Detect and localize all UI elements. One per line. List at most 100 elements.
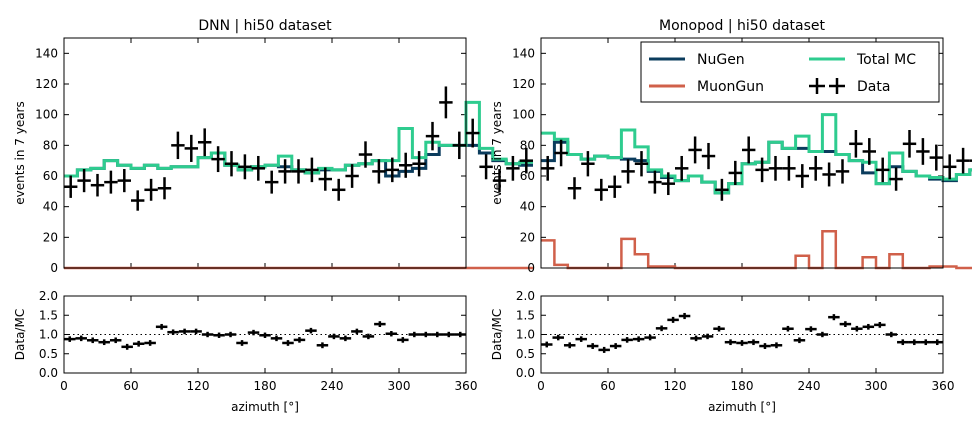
dnn-data-point <box>157 177 172 200</box>
dnn-data-point <box>211 146 225 173</box>
dnn-ratio-point <box>167 329 179 335</box>
monopod-data-point <box>621 159 635 184</box>
legend-entry: NuGen <box>649 52 745 68</box>
dnn-ratio-point <box>305 327 317 334</box>
dnn-ratio-point <box>316 342 329 349</box>
dnn-ratio-panel: Data/MC azimuth [°] 0.0 0.5 1.0 1.5 2.0 0 60 120 1… <box>13 289 477 414</box>
dnn-ratio-ytick-label: 0.0 <box>39 366 58 380</box>
dnn-data-point <box>144 178 158 201</box>
monopod-ratio-point <box>736 340 748 346</box>
monopod-data-point <box>742 136 756 164</box>
dnn-ylabel: events in 7 years <box>13 101 27 204</box>
monopod-data-point <box>581 151 595 177</box>
dnn-ytick-label: 120 <box>35 77 58 91</box>
monopod-ylabel: events in 7 years <box>490 101 504 204</box>
dnn-data-point <box>265 170 279 194</box>
legend-label: Data <box>857 79 890 95</box>
dnn-ytick-label: 80 <box>43 138 58 152</box>
monopod-ratio-ytick-label: 2.0 <box>516 289 535 303</box>
monopod-ytick-label: 40 <box>520 200 535 214</box>
monopod-data-point <box>795 164 809 188</box>
dnn-xtick-label: 300 <box>388 379 411 393</box>
dnn-xlabel: azimuth [°] <box>231 400 299 414</box>
legend-entry: MuonGun <box>649 79 764 95</box>
dnn-data-point <box>64 175 78 198</box>
monopod-ytick-label: 20 <box>520 230 535 244</box>
dnn-data-point <box>117 169 131 193</box>
dnn-ratio-ytick-label: 0.5 <box>39 347 58 361</box>
monopod-ratio-panel: Data/MC azimuth [°] 0.0 0.5 1.0 1.5 2.0 0 60 120 1… <box>490 289 954 414</box>
dnn-data-point <box>90 173 105 197</box>
dnn-data-point <box>251 155 265 181</box>
monopod-data-point <box>675 155 689 181</box>
dnn-data-point <box>238 154 252 180</box>
monopod-data-point <box>822 162 836 187</box>
monopod-ratio-point <box>908 339 921 346</box>
dnn-main-frame <box>63 37 467 269</box>
dnn-data-point <box>184 134 198 162</box>
dnn-xtick-label: 0 <box>60 379 68 393</box>
dnn-ratio-point <box>420 331 432 338</box>
dnn-data-point <box>332 178 346 201</box>
monopod-data-point <box>929 144 943 171</box>
monopod-xlabel: azimuth [°] <box>708 400 776 414</box>
monopod-ratio-point <box>541 341 553 348</box>
monopod-data-point <box>688 136 702 164</box>
dnn-ytick-label: 20 <box>43 230 58 244</box>
monopod-data-point <box>889 167 903 191</box>
monopod-xtick-label: 300 <box>865 379 888 393</box>
dnn-data-point <box>104 170 118 194</box>
dnn-ratio-point <box>282 340 294 346</box>
dnn-ratio-point <box>213 332 225 338</box>
monopod-ratio-point <box>713 325 725 332</box>
dnn-ratio-point <box>408 331 421 338</box>
monopod-ratio-point <box>747 339 760 346</box>
dnn-ytick-label: 100 <box>35 108 58 122</box>
dnn-xtick-label: 180 <box>254 379 277 393</box>
monopod-ratio-point <box>816 331 829 338</box>
monopod-data-point <box>755 157 769 183</box>
monopod-data-point <box>809 155 823 181</box>
dnn-ratio-point <box>339 335 352 342</box>
monopod-xtick-label: 180 <box>731 379 754 393</box>
monopod-ratio-point <box>931 339 943 346</box>
monopod-ratio-point <box>759 343 771 349</box>
monopod-ratio-point <box>851 325 863 332</box>
monopod-series-total-mc <box>541 113 972 195</box>
dnn-ratio-point <box>224 331 237 338</box>
dnn-data-point <box>318 167 332 191</box>
monopod-data-point <box>916 138 930 165</box>
monopod-ratio-point <box>621 337 633 343</box>
dnn-data-point <box>452 131 466 160</box>
dnn-ratio-point <box>385 331 398 337</box>
monopod-ratio-point <box>839 321 852 328</box>
dnn-data-point <box>519 147 533 174</box>
monopod-data-point <box>701 142 716 170</box>
monopod-ratio-point <box>828 314 840 321</box>
dnn-ratio-point <box>132 340 145 347</box>
dnn-ratio-point <box>431 331 444 338</box>
dnn-data-point <box>399 152 413 178</box>
monopod-series-nugen <box>541 140 972 195</box>
dnn-ratio-point <box>362 333 375 340</box>
dnn-ratio-point <box>328 333 340 340</box>
dnn-data-point <box>345 164 359 188</box>
monopod-ratio-point <box>885 331 898 338</box>
dnn-data-point <box>385 157 399 183</box>
monopod-data-point <box>782 155 796 181</box>
dnn-data-point <box>305 157 319 183</box>
monopod-ratio-point <box>770 342 783 349</box>
dnn-ratio-point <box>259 332 271 338</box>
dnn-ratio-point <box>144 340 156 346</box>
monopod-xtick-label: 360 <box>932 379 955 393</box>
dnn-data-point <box>224 151 239 177</box>
dnn-data-point <box>492 169 507 193</box>
monopod-data-point <box>956 147 970 174</box>
legend-entry: Total MC <box>809 52 916 68</box>
legend-entry: Data <box>809 78 890 95</box>
monopod-data-point <box>594 178 608 201</box>
monopod-ratio-point <box>644 334 656 341</box>
monopod-data-point <box>902 130 917 158</box>
dnn-title: DNN | hi50 dataset <box>198 18 332 34</box>
